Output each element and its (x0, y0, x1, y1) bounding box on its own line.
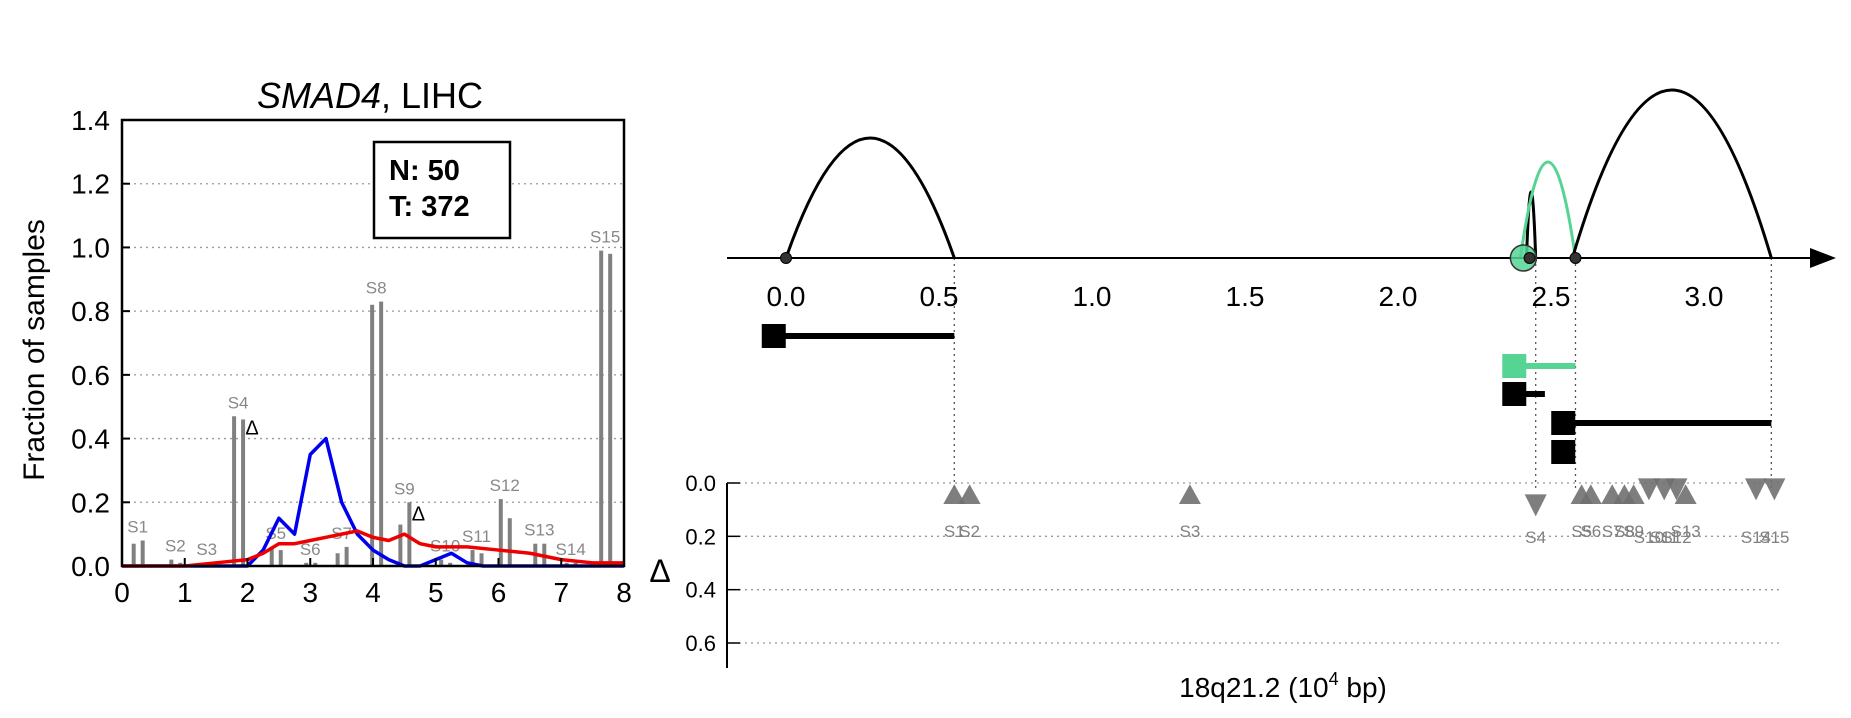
bar-label: S12 (490, 476, 520, 495)
bar-label: S14 (556, 540, 586, 559)
y-ticks: 0.0 0.2 0.4 0.6 0.8 1.0 1.2 1.4 (71, 105, 130, 582)
delta-marker: Δ (245, 417, 258, 439)
legend-tumor-count: T: 372 (389, 191, 470, 223)
y-axis-label: Fraction of samples (18, 219, 51, 481)
x-tick-label: 2 (240, 577, 256, 608)
bar-normal (169, 559, 174, 566)
line-series-group (122, 436, 624, 568)
y-tick-label: 0.8 (71, 296, 110, 327)
bar-tumor (278, 550, 283, 566)
bar-label: S9 (394, 479, 415, 498)
bar-normal (304, 562, 309, 566)
bar-label: S1 (127, 518, 148, 537)
legend-frame (372, 140, 512, 240)
legend-box: N: 50 T: 372 (372, 140, 512, 240)
bar-label: S8 (366, 279, 387, 298)
chart-title-gene: SMAD4 (257, 75, 381, 116)
bar-tumor (241, 419, 246, 566)
bar-normal (269, 546, 274, 566)
x-tick-label: 6 (491, 577, 507, 608)
y-tick-label: 0.4 (71, 424, 110, 455)
bar-label: S6 (300, 540, 321, 559)
bar-normal (470, 550, 475, 566)
x-tick-label: 0 (114, 577, 130, 608)
x-tick-label: 7 (553, 577, 569, 608)
bar-label: S3 (196, 540, 217, 559)
y-tick-label: 0.2 (71, 487, 110, 518)
bar-label: S11 (462, 527, 491, 546)
bar-tumor (407, 502, 412, 566)
x-tick-label: 5 (428, 577, 444, 608)
x-tick-label: 1 (177, 577, 193, 608)
y-tick-label: 0.6 (71, 360, 110, 391)
series-line-blue (122, 436, 624, 568)
y-tick-label: 1.0 (71, 232, 110, 263)
bar-tumor (379, 301, 384, 566)
bar-tumor (344, 546, 349, 566)
bar-tumor (140, 540, 145, 566)
bar-label: S15 (590, 228, 620, 247)
bar-normal (599, 250, 604, 566)
x-ticks: 0 1 2 3 4 5 6 7 8 (114, 558, 632, 608)
chart-title: SMAD4, LIHC (257, 75, 483, 116)
x-tick-label: 4 (365, 577, 381, 608)
y-tick-label: 1.2 (71, 169, 110, 200)
bar-normal (498, 499, 503, 566)
delta-marker: Δ (412, 503, 425, 525)
chart-title-rest: , LIHC (381, 75, 483, 116)
y-tick-label: 1.4 (71, 105, 110, 136)
bar-tumor (507, 518, 512, 566)
bar-normal (370, 304, 375, 566)
y-tick-label: 0.0 (71, 551, 110, 582)
bar-normal (131, 543, 136, 566)
bar-label: S4 (228, 393, 249, 412)
bar-normal (439, 559, 444, 566)
x-tick-label: 3 (302, 577, 318, 608)
bar-tumor (608, 253, 613, 567)
legend-normal-count: N: 50 (389, 155, 460, 187)
series-line-red (122, 529, 624, 568)
bar-normal (398, 524, 403, 566)
x-tick-label: 8 (616, 577, 632, 608)
bar-tumor (479, 553, 484, 566)
bar-tumor (313, 562, 318, 566)
bar-normal (335, 553, 340, 566)
bar-label: S2 (165, 537, 186, 556)
bar-tumor (448, 562, 453, 566)
bar-normal (232, 416, 237, 566)
bar-label: S13 (524, 521, 554, 540)
